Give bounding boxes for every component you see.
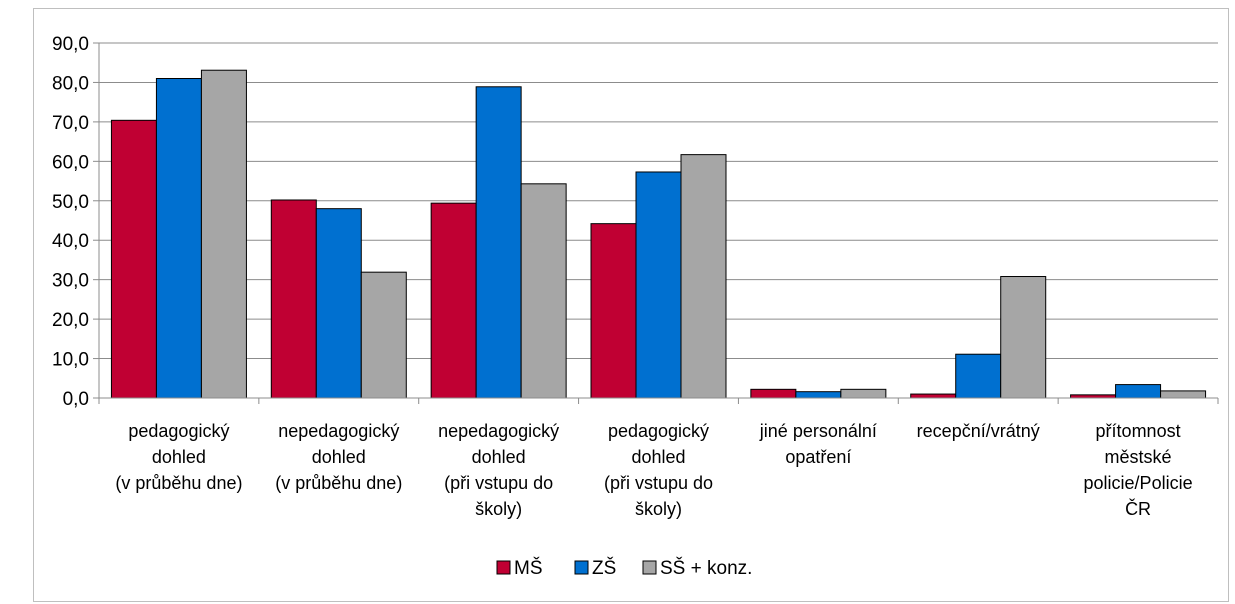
x-category-label: dohled xyxy=(472,447,526,467)
y-tick-label: 50,0 xyxy=(52,192,89,213)
bars xyxy=(110,69,1207,399)
legend-label: ZŠ xyxy=(592,557,616,579)
legend-swatch xyxy=(574,560,589,575)
bar xyxy=(840,388,887,399)
x-category-label: policie/Policie xyxy=(1084,473,1193,493)
bar xyxy=(750,388,797,399)
bar xyxy=(910,393,957,399)
y-axis-ticks: 0,0 10,0 20,0 30,0 40,0 50,0 60,0 70,0 80,0 90,0 xyxy=(52,34,89,410)
x-category-label: pedagogický xyxy=(608,421,709,441)
x-category-label: dohled xyxy=(312,447,366,467)
x-category-label: jiné personální xyxy=(759,421,877,441)
legend-label: MŠ xyxy=(514,557,543,579)
bar xyxy=(590,223,637,399)
x-axis-category-labels: pedagogický dohled (v průběhu dne) nepedago… xyxy=(115,421,1192,519)
bar xyxy=(110,119,157,399)
y-tick-label: 80,0 xyxy=(52,73,89,94)
x-category-label: nepedagogický xyxy=(278,421,399,441)
legend: MŠ ZŠ SŠ + konz. xyxy=(496,557,752,579)
x-category-label: dohled xyxy=(631,447,685,467)
bar xyxy=(155,78,202,399)
y-tick-label: 60,0 xyxy=(52,152,89,173)
x-category-label: pedagogický xyxy=(128,421,229,441)
bar xyxy=(1160,390,1207,399)
x-category-label: (při vstupu do xyxy=(444,473,553,493)
bar xyxy=(315,208,362,399)
bar xyxy=(475,86,522,399)
x-category-label: (v průběhu dne) xyxy=(275,473,402,493)
x-category-label: ČR xyxy=(1125,498,1151,519)
x-category-label: opatření xyxy=(785,447,851,467)
x-category-label: (při vstupu do xyxy=(604,473,713,493)
y-tick-label: 10,0 xyxy=(52,350,89,371)
bar xyxy=(680,154,727,399)
x-category-label: městské xyxy=(1105,447,1172,467)
legend-swatch xyxy=(496,560,511,575)
x-category-label: nepedagogický xyxy=(438,421,559,441)
x-category-label: recepční/vrátný xyxy=(917,421,1040,441)
legend-swatch xyxy=(642,560,657,575)
bar xyxy=(635,171,682,399)
bar xyxy=(430,202,477,399)
y-tick-label: 70,0 xyxy=(52,113,89,134)
bar xyxy=(1115,384,1162,399)
y-tick-label: 0,0 xyxy=(63,389,89,410)
axes xyxy=(93,42,1219,404)
x-category-label: dohled xyxy=(152,447,206,467)
bar xyxy=(360,271,407,399)
y-tick-label: 20,0 xyxy=(52,310,89,331)
bar xyxy=(1000,276,1047,399)
y-tick-label: 30,0 xyxy=(52,271,89,292)
y-tick-label: 40,0 xyxy=(52,231,89,252)
y-tick-label: 90,0 xyxy=(52,34,89,55)
bar xyxy=(200,69,247,399)
x-category-label: (v průběhu dne) xyxy=(115,473,242,493)
x-category-label: školy) xyxy=(475,499,522,519)
x-category-label: školy) xyxy=(635,499,682,519)
bar xyxy=(270,199,317,399)
x-category-label: přítomnost xyxy=(1096,421,1181,441)
bar xyxy=(795,391,842,399)
legend-label: SŠ + konz. xyxy=(660,557,752,579)
bar xyxy=(955,353,1002,399)
bar xyxy=(520,183,567,399)
